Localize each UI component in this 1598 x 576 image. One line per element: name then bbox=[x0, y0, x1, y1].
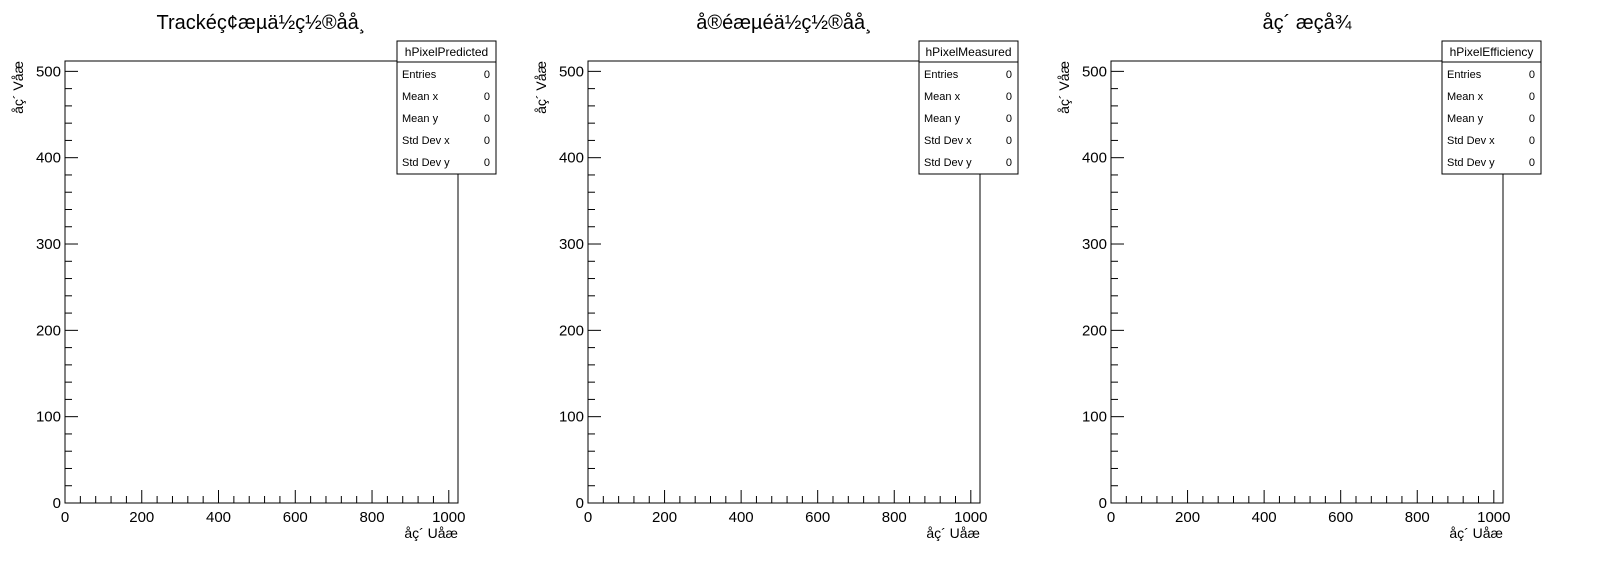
stats-value: 0 bbox=[1006, 135, 1012, 147]
x-tick-label: 1000 bbox=[1477, 509, 1510, 526]
y-tick-label: 400 bbox=[559, 150, 584, 167]
stats-label: Mean y bbox=[402, 113, 439, 125]
stats-value: 0 bbox=[1529, 69, 1535, 81]
y-tick-label: 0 bbox=[53, 495, 61, 512]
x-tick-label: 200 bbox=[1175, 509, 1200, 526]
y-tick-label: 0 bbox=[576, 495, 584, 512]
x-tick-label: 200 bbox=[129, 509, 154, 526]
x-axis-label: åç´ Uåæ bbox=[404, 525, 458, 541]
chart-title: Trackéç¢æµä½ç½®åå¸ bbox=[157, 12, 366, 34]
y-tick-label: 500 bbox=[559, 63, 584, 80]
x-tick-label: 400 bbox=[729, 509, 754, 526]
y-tick-label: 500 bbox=[36, 63, 61, 80]
stats-label: Std Dev y bbox=[924, 157, 972, 169]
histogram-panel-1: 0 200 400 600 800 1000 0 100 200 300 400 500 Trackéç… bbox=[10, 12, 497, 541]
x-tick-label: 400 bbox=[1252, 509, 1277, 526]
stats-label: Std Dev y bbox=[402, 157, 450, 169]
x-tick-label: 0 bbox=[1107, 509, 1115, 526]
y-tick-label: 100 bbox=[559, 409, 584, 426]
x-axis-label: åç´ Uåæ bbox=[926, 525, 980, 541]
stats-value: 0 bbox=[1006, 69, 1012, 81]
y-tick-label: 200 bbox=[36, 322, 61, 339]
y-tick-label: 300 bbox=[36, 236, 61, 253]
stats-box: hPixelPredicted Entries 0 Mean x 0 Mean y 0 Std… bbox=[396, 40, 497, 175]
stats-label: Entries bbox=[1447, 69, 1482, 81]
x-tick-label: 200 bbox=[652, 509, 677, 526]
stats-label: Entries bbox=[924, 69, 959, 81]
x-tick-label: 0 bbox=[61, 509, 69, 526]
stats-value: 0 bbox=[1006, 157, 1012, 169]
stats-histogram-name: hPixelMeasured bbox=[925, 45, 1011, 59]
x-tick-label: 400 bbox=[206, 509, 231, 526]
chart-title: å®éæµéä½ç½®åå¸ bbox=[696, 12, 872, 34]
plot-frame bbox=[587, 60, 981, 504]
stats-box-frame bbox=[396, 40, 497, 175]
stats-histogram-name: hPixelEfficiency bbox=[1450, 45, 1534, 59]
stats-label: Std Dev x bbox=[402, 135, 450, 147]
stats-value: 0 bbox=[1006, 91, 1012, 103]
stats-box: hPixelMeasured Entries 0 Mean x 0 Mean y 0 Std … bbox=[918, 40, 1019, 175]
x-tick-label: 800 bbox=[882, 509, 907, 526]
stats-value: 0 bbox=[1529, 135, 1535, 147]
stats-label: Std Dev y bbox=[1447, 157, 1495, 169]
y-tick-label: 300 bbox=[559, 236, 584, 253]
stats-label: Entries bbox=[402, 69, 437, 81]
stats-box: hPixelEfficiency Entries 0 Mean x 0 Mean y 0 St… bbox=[1441, 40, 1542, 175]
y-tick-label: 500 bbox=[1082, 63, 1107, 80]
plot-frame bbox=[64, 60, 459, 504]
stats-label: Mean y bbox=[924, 113, 961, 125]
y-tick-label: 200 bbox=[1082, 322, 1107, 339]
stats-value: 0 bbox=[1529, 157, 1535, 169]
chart-title: åç´ æçå¾ bbox=[1263, 12, 1352, 34]
stats-histogram-name: hPixelPredicted bbox=[405, 45, 488, 59]
stats-value: 0 bbox=[484, 91, 490, 103]
y-axis-label: åç´ Våæ bbox=[10, 61, 26, 114]
plot-frame bbox=[1110, 60, 1504, 504]
stats-label: Mean x bbox=[924, 91, 961, 103]
x-tick-label: 1000 bbox=[954, 509, 987, 526]
x-axis-label: åç´ Uåæ bbox=[1449, 525, 1503, 541]
y-tick-label: 400 bbox=[36, 150, 61, 167]
y-tick-label: 100 bbox=[1082, 409, 1107, 426]
stats-value: 0 bbox=[484, 69, 490, 81]
histogram-panel-2: 0 200 400 600 800 1000 0 100 200 300 400 500 å®éæµéä… bbox=[533, 12, 1019, 541]
stats-label: Mean y bbox=[1447, 113, 1484, 125]
y-tick-label: 100 bbox=[36, 409, 61, 426]
stats-value: 0 bbox=[1529, 91, 1535, 103]
stats-label: Std Dev x bbox=[924, 135, 972, 147]
x-tick-label: 600 bbox=[1328, 509, 1353, 526]
stats-value: 0 bbox=[484, 135, 490, 147]
x-tick-label: 800 bbox=[360, 509, 385, 526]
y-tick-label: 300 bbox=[1082, 236, 1107, 253]
stats-label: Mean x bbox=[402, 91, 439, 103]
y-tick-label: 400 bbox=[1082, 150, 1107, 167]
stats-value: 0 bbox=[1006, 113, 1012, 125]
y-tick-label: 0 bbox=[1099, 495, 1107, 512]
y-axis-label: åç´ Våæ bbox=[533, 61, 549, 114]
x-tick-label: 800 bbox=[1405, 509, 1430, 526]
stats-value: 0 bbox=[484, 113, 490, 125]
stats-box-frame bbox=[918, 40, 1019, 175]
y-tick-label: 200 bbox=[559, 322, 584, 339]
histogram-panel-3: 0 200 400 600 800 1000 0 100 200 300 400 500 åç´ æçå… bbox=[1056, 12, 1542, 541]
x-tick-label: 0 bbox=[584, 509, 592, 526]
stats-value: 0 bbox=[1529, 113, 1535, 125]
stats-label: Std Dev x bbox=[1447, 135, 1495, 147]
x-tick-label: 600 bbox=[283, 509, 308, 526]
stats-label: Mean x bbox=[1447, 91, 1484, 103]
stats-value: 0 bbox=[484, 157, 490, 169]
x-tick-label: 1000 bbox=[432, 509, 465, 526]
y-axis-label: åç´ Våæ bbox=[1056, 61, 1072, 114]
stats-box-frame bbox=[1441, 40, 1542, 175]
x-tick-label: 600 bbox=[805, 509, 830, 526]
